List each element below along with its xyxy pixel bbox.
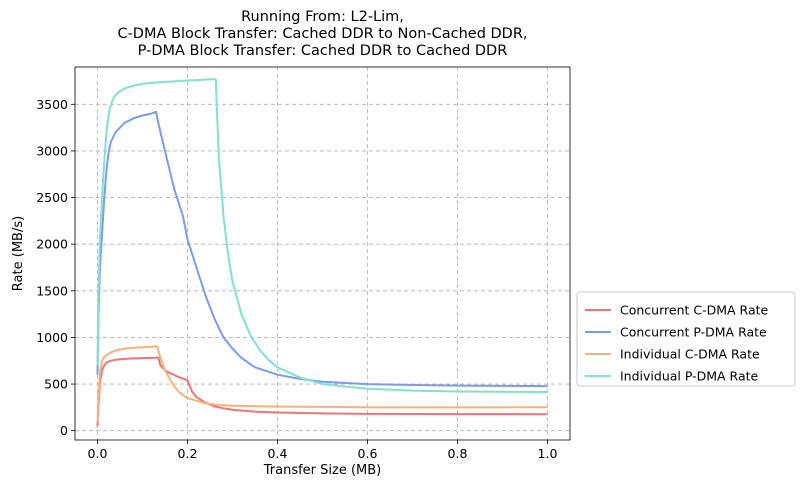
x-tick-label: 0.0 <box>88 446 108 461</box>
y-axis: 0 500 1000 1500 2000 2500 3000 3500 <box>36 97 75 438</box>
series-lines <box>96 78 548 427</box>
x-tick-label: 0.2 <box>178 446 198 461</box>
x-tick-label: 0.8 <box>448 446 468 461</box>
legend: Concurrent C-DMA Rate Concurrent P-DMA Ra… <box>576 291 796 387</box>
chart-title-line: C-DMA Block Transfer: Cached DDR to Non-… <box>117 26 527 42</box>
legend-label: Concurrent C-DMA Rate <box>620 303 769 318</box>
y-tick-label: 500 <box>44 377 68 392</box>
y-tick-label: 2500 <box>36 190 68 205</box>
chart-title-line: P-DMA Block Transfer: Cached DDR to Cach… <box>138 43 508 59</box>
legend-label: Individual C-DMA Rate <box>620 347 760 362</box>
plot-area-frame <box>74 66 571 441</box>
x-axis-label: Transfer Size (MB) <box>263 463 382 478</box>
legend-label: Individual P-DMA Rate <box>620 369 759 384</box>
series-line-1 <box>96 356 548 427</box>
x-tick-label: 0.4 <box>268 446 288 461</box>
y-axis-label: Rate (MB/s) <box>11 216 26 291</box>
y-tick-label: 0 <box>60 423 68 438</box>
x-tick-label: 1.0 <box>538 446 558 461</box>
x-axis: 0.0 0.2 0.4 0.6 0.8 1.0 <box>88 440 558 461</box>
series-line-3 <box>96 345 548 422</box>
x-tick-label: 0.6 <box>358 446 378 461</box>
legend-box <box>576 291 796 387</box>
y-tick-label: 1000 <box>36 330 68 345</box>
y-tick-label: 3000 <box>36 143 68 158</box>
y-tick-label: 2000 <box>36 237 68 252</box>
legend-label: Concurrent P-DMA Rate <box>620 325 767 340</box>
series-line-2 <box>96 110 548 388</box>
chart-title: Running From: L2-Lim,C-DMA Block Transfe… <box>117 9 527 59</box>
series-line-4 <box>96 78 548 393</box>
y-tick-label: 1500 <box>36 283 68 298</box>
chart-title-line: Running From: L2-Lim, <box>241 9 404 25</box>
y-tick-label: 3500 <box>36 97 68 112</box>
